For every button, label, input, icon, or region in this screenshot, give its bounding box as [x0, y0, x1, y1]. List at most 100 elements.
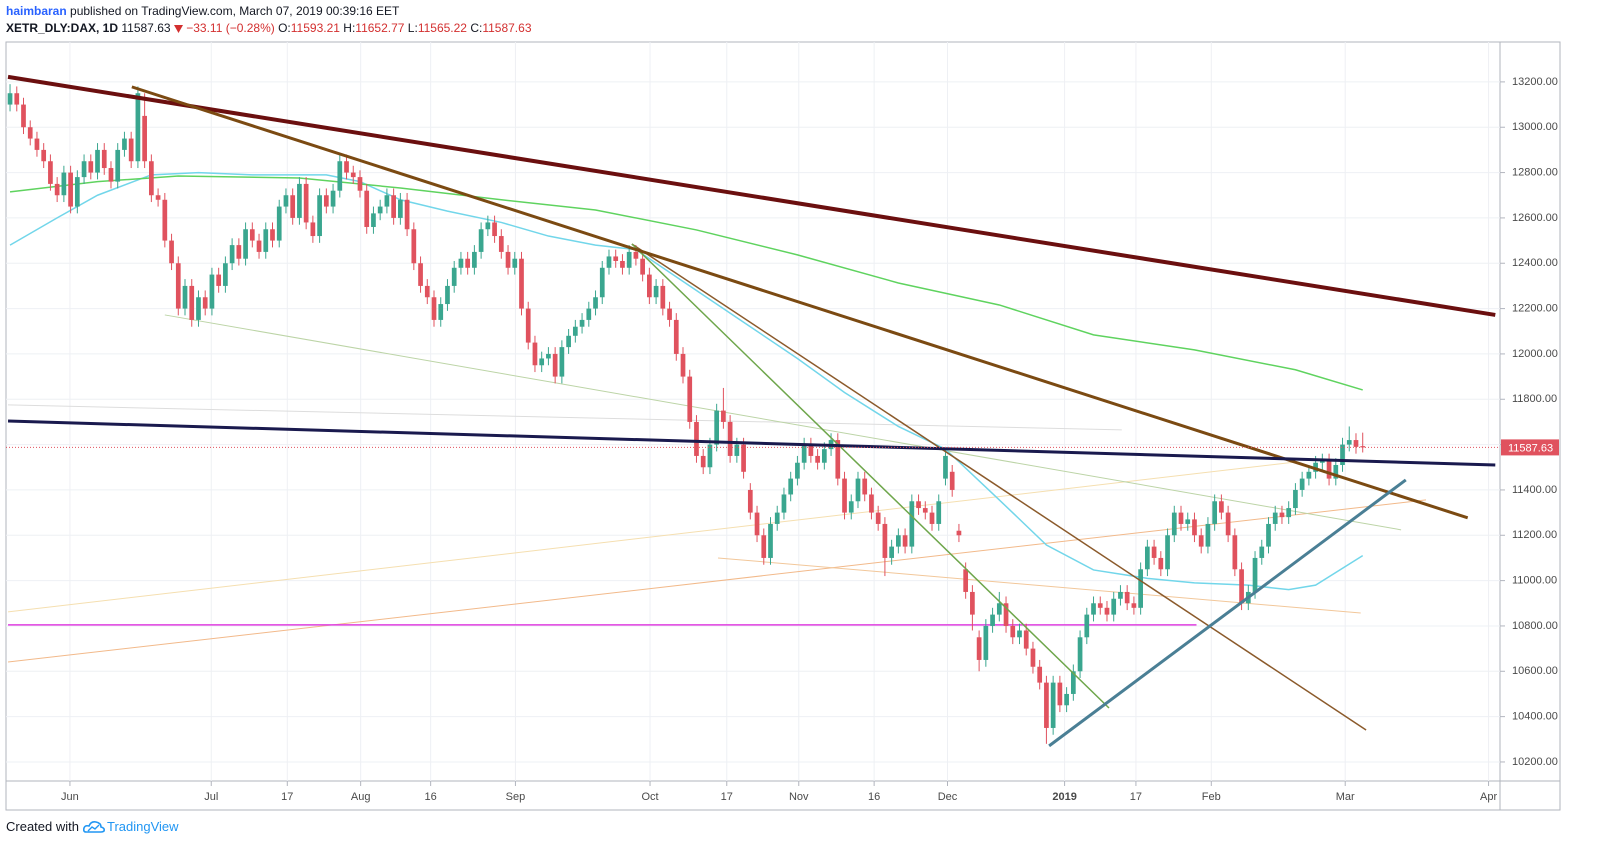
candle-body: [882, 523, 888, 558]
x-tick-label: Jul: [204, 791, 218, 803]
candle-body: [216, 274, 222, 286]
candle-body: [747, 489, 753, 513]
candle-body: [781, 494, 787, 513]
candle-body: [182, 285, 188, 309]
author[interactable]: haimbaran: [6, 4, 67, 18]
candle-body: [202, 297, 208, 309]
candle-body: [14, 93, 20, 105]
x-tick-label: 2019: [1052, 791, 1076, 803]
candle-body: [855, 478, 861, 502]
candle-body: [1118, 591, 1123, 599]
candle-body: [364, 190, 370, 227]
candle-body: [1286, 508, 1292, 518]
candle-body: [1340, 444, 1345, 465]
candle-body: [492, 222, 497, 237]
candle-body: [1252, 557, 1258, 592]
candle-body: [721, 410, 726, 422]
candle-body: [889, 546, 894, 558]
candle-body: [54, 183, 60, 196]
candle-body: [606, 256, 612, 268]
candle-body: [7, 93, 13, 105]
candle-body: [256, 240, 262, 252]
candle-body: [128, 138, 134, 162]
candle-body: [1017, 630, 1022, 638]
candle-body: [1333, 464, 1339, 479]
candle-body: [95, 149, 100, 173]
trend-line: [631, 243, 1110, 709]
x-tick-label: Oct: [641, 791, 658, 803]
candle-body: [498, 236, 504, 252]
trend-line: [131, 85, 1469, 520]
candle-body: [1171, 512, 1177, 536]
candle-body: [539, 358, 545, 366]
candle-body: [922, 508, 928, 513]
candle-body: [357, 177, 363, 191]
candle-body: [734, 444, 740, 456]
candle-body: [653, 285, 659, 298]
candle-body: [424, 285, 430, 298]
brand[interactable]: TradingView: [106, 819, 179, 834]
last-price-label: 11587.63: [1508, 442, 1553, 454]
candle-body: [1212, 501, 1218, 524]
candle-body: [566, 335, 571, 348]
candle-body: [626, 251, 632, 268]
label-o: O:: [278, 21, 291, 35]
candle-body: [297, 183, 302, 218]
candle-body: [135, 93, 141, 162]
candle-body: [741, 444, 746, 472]
candle-body: [223, 263, 228, 286]
candle-body: [384, 195, 390, 207]
candle-body: [68, 172, 73, 207]
trend-line: [164, 314, 1402, 531]
candle-body: [391, 195, 396, 218]
x-tick-label: Apr: [1480, 791, 1497, 803]
chart: 10200.00 10400.00 10600.00 10800.00 11000.00…: [5, 41, 1561, 811]
candle-body: [525, 308, 531, 343]
candle-body: [418, 263, 423, 286]
candle-body: [673, 319, 679, 354]
candle-body: [1104, 607, 1110, 615]
footer: Created with TradingView: [6, 819, 179, 834]
candle-body: [996, 603, 1002, 615]
candle-body: [196, 297, 201, 320]
candle-body: [680, 353, 686, 377]
candle-body: [1219, 501, 1224, 513]
candle-body: [1232, 535, 1238, 570]
label-c: C:: [470, 21, 483, 35]
candle-body: [61, 172, 67, 196]
y-tick-label: 10600.00: [1512, 665, 1558, 677]
trend-line: [8, 404, 1122, 431]
candle-body: [579, 319, 585, 327]
candle-body: [875, 512, 881, 524]
candle-body: [694, 421, 699, 456]
candle-body: [108, 168, 114, 182]
candle-body: [458, 258, 464, 268]
candle-body: [1037, 666, 1043, 683]
candle-body: [472, 251, 477, 268]
candle-body: [687, 376, 693, 422]
candle-body: [909, 501, 915, 547]
low-value: 11565.22: [417, 21, 467, 35]
open-value: 11593.21: [290, 21, 340, 35]
candle-body: [963, 569, 969, 592]
candle-body: [1151, 546, 1157, 558]
trend-line: [631, 243, 1367, 731]
x-tick-label: Aug: [351, 791, 371, 803]
candle-body: [869, 494, 874, 513]
candle-body: [1185, 519, 1191, 524]
x-tick-label: 17: [721, 791, 733, 803]
candle-body: [990, 614, 995, 626]
candle-body: [1097, 603, 1103, 608]
candle-body: [1010, 625, 1016, 638]
candle-body: [700, 455, 706, 468]
candle-body: [1346, 440, 1352, 445]
candle-body: [768, 523, 773, 558]
candle-body: [1131, 603, 1137, 608]
x-tick-label: 17: [1130, 791, 1142, 803]
change: −33.11 (−0.28%): [186, 21, 275, 35]
candle-body: [303, 183, 309, 223]
candle-body: [707, 444, 713, 468]
candle-body: [1070, 671, 1076, 694]
candle-body: [81, 161, 87, 178]
